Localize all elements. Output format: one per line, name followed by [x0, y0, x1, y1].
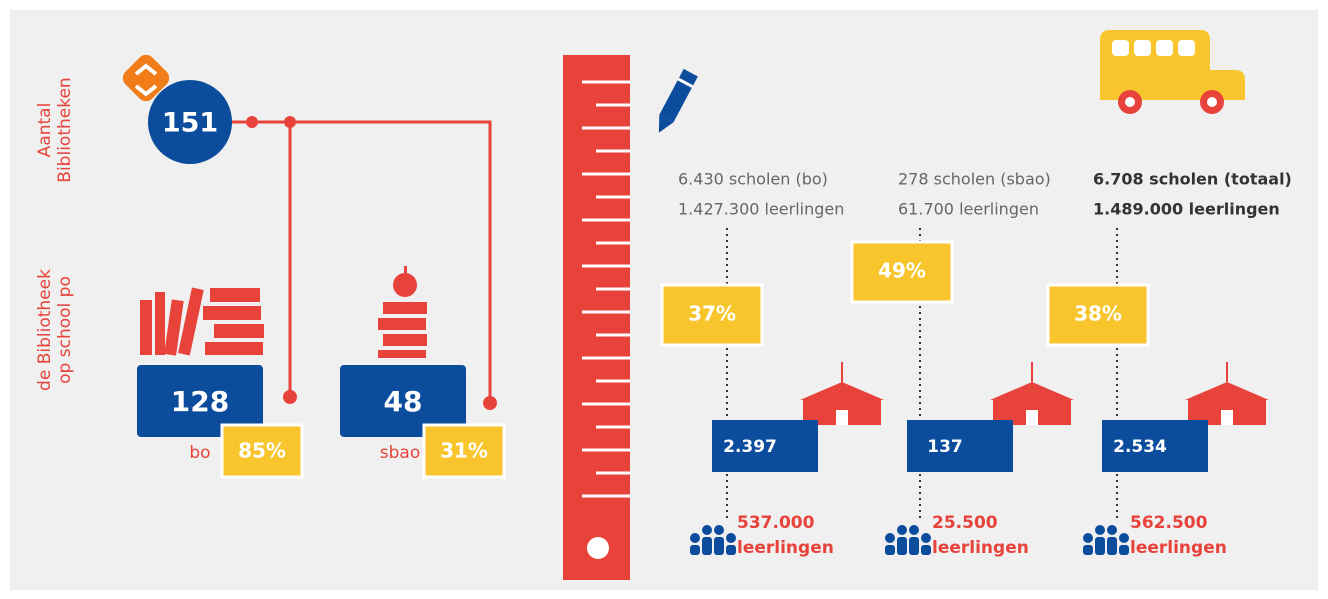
count: 128 [171, 385, 229, 418]
percent-box [422, 423, 506, 479]
ruler [563, 55, 630, 580]
count: 2.534 [1113, 437, 1167, 457]
person-head [1107, 525, 1117, 535]
columns: 6.430 scholen (bo) 1.427.300 leerlingen 37… [660, 170, 1292, 558]
type-label: bo [189, 443, 210, 463]
people-icon [690, 525, 736, 555]
person-head [726, 533, 736, 543]
students: 61.700 leerlingen [898, 200, 1039, 219]
person-body [726, 545, 736, 555]
school-roof [800, 382, 884, 400]
side-label-line: de Bibliotheek [35, 269, 55, 391]
percent: 49% [878, 259, 926, 283]
school-flag [1226, 362, 1228, 382]
person-head [909, 525, 919, 535]
count-box [340, 365, 466, 437]
bus-icon [1100, 30, 1245, 114]
ruler-ticks [582, 80, 630, 498]
logo-arrows [134, 63, 158, 97]
reach: 537.000 [737, 513, 815, 533]
person-head [702, 525, 712, 535]
person-head [714, 525, 724, 535]
reach: leerlingen [932, 538, 1029, 558]
person-head [1095, 525, 1105, 535]
percent-box [850, 240, 954, 304]
school-icon [1185, 362, 1269, 425]
side-label: de Bibliotheek op school po [35, 269, 75, 391]
person-body [690, 545, 700, 555]
percent: 38% [1074, 302, 1122, 326]
person-head [897, 525, 907, 535]
person-head [690, 533, 700, 543]
schools: 6.430 scholen (bo) [678, 170, 828, 189]
person-body [921, 545, 931, 555]
count: 2.397 [723, 437, 777, 457]
percent-box [220, 423, 304, 479]
count: 48 [384, 385, 423, 418]
person-body [1107, 537, 1117, 555]
school-roof [990, 382, 1074, 400]
count-box [1102, 420, 1208, 472]
person-body [714, 537, 724, 555]
people-icon [885, 525, 931, 555]
schools: 6.708 scholen (totaal) [1093, 170, 1292, 189]
person-head [1119, 533, 1129, 543]
percent: 85% [238, 439, 286, 463]
person-body [1119, 545, 1129, 555]
side-label-line: Aantal [35, 103, 55, 158]
students: 1.427.300 leerlingen [678, 200, 844, 219]
person-head [1083, 533, 1093, 543]
percent: 31% [440, 439, 488, 463]
count-box [137, 365, 263, 437]
side-label: Aantal Bibliotheken [35, 77, 75, 182]
reach: 562.500 [1130, 513, 1208, 533]
logo [122, 54, 170, 102]
person-head [885, 533, 895, 543]
pencil-icon [658, 68, 698, 133]
person-body [1095, 537, 1105, 555]
books-icon [140, 287, 264, 356]
school-flag [1031, 362, 1033, 382]
reach: leerlingen [1130, 538, 1227, 558]
school-flag [841, 362, 843, 382]
school-types: 128 85% bo 48 31% sbao [137, 365, 506, 479]
apple-books-icon [378, 266, 427, 358]
count-box [907, 420, 1013, 472]
side-label-line: Bibliotheken [55, 77, 75, 182]
library-count: 151 [162, 108, 218, 139]
person-body [702, 537, 712, 555]
connectors [230, 120, 492, 403]
percent-box [1046, 283, 1150, 347]
school-door [836, 410, 848, 425]
count-box [712, 420, 818, 472]
person-head [921, 533, 931, 543]
students: 1.489.000 leerlingen [1093, 200, 1280, 219]
type-label: sbao [380, 443, 420, 463]
people-icon [1083, 525, 1129, 555]
schools: 278 scholen (sbao) [898, 170, 1051, 189]
count: 137 [927, 437, 963, 457]
library-circle [148, 80, 232, 164]
person-body [1083, 545, 1093, 555]
connector-dots [246, 116, 497, 410]
person-body [897, 537, 907, 555]
percent: 37% [688, 302, 736, 326]
person-body [909, 537, 919, 555]
school-door [1026, 410, 1038, 425]
reach: leerlingen [737, 538, 834, 558]
reach: 25.500 [932, 513, 998, 533]
school-roof [1185, 382, 1269, 400]
person-body [885, 545, 895, 555]
side-label-line: op school po [55, 276, 75, 384]
percent-box [660, 283, 764, 347]
ruler-hole [587, 537, 609, 559]
school-door [1221, 410, 1233, 425]
